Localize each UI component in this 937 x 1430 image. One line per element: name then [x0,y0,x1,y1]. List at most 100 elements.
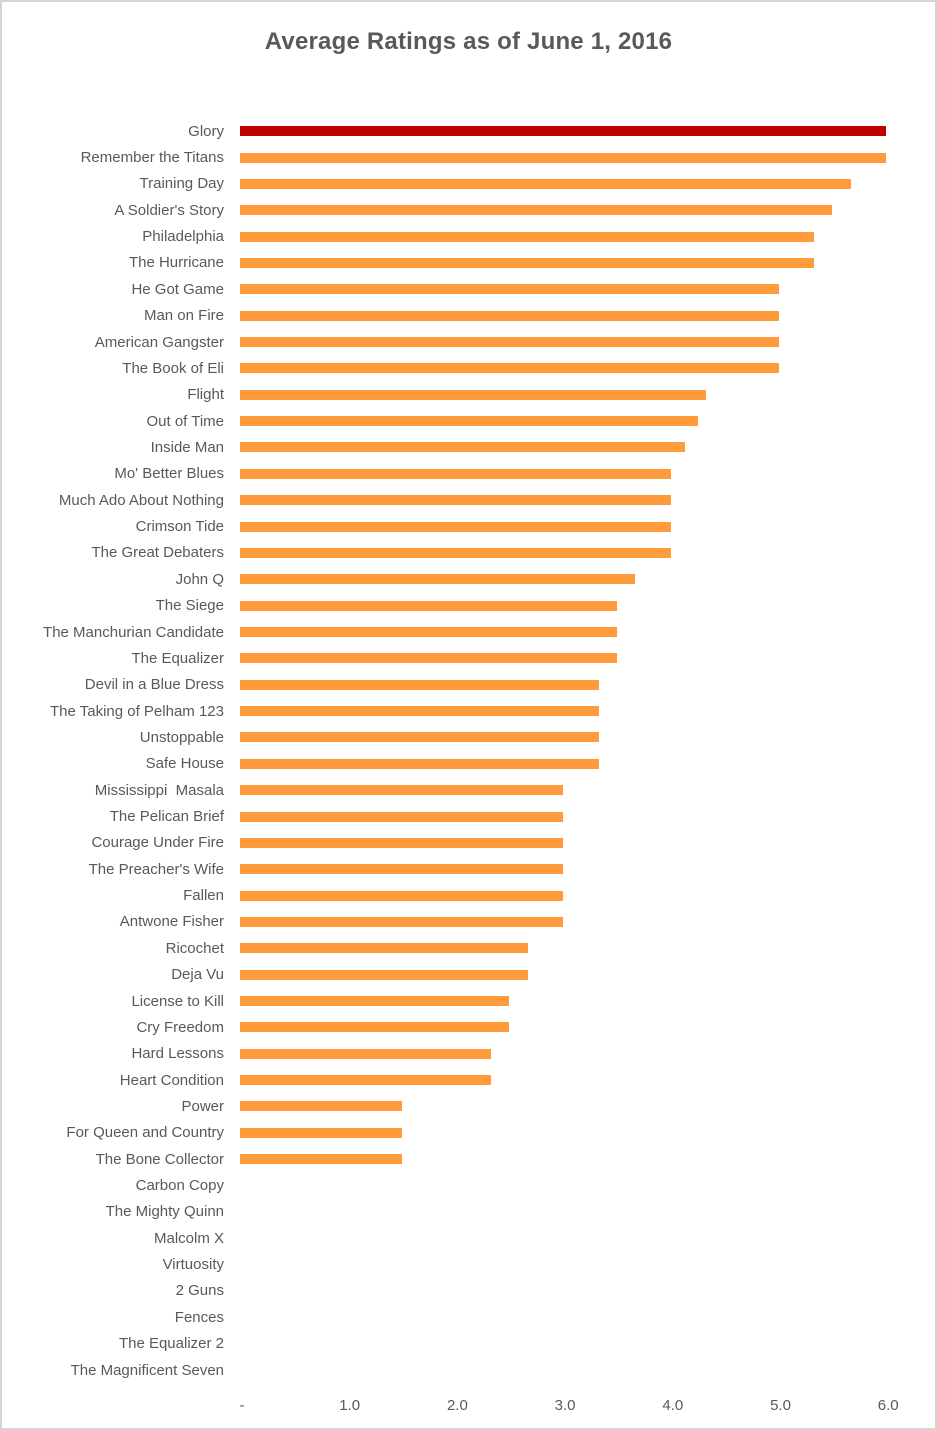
bar [240,785,564,796]
category-label: The Pelican Brief [109,808,224,826]
category-label: 2 Guns [175,1282,224,1300]
category-label: The Equalizer [131,649,224,667]
bar-row: Mississippi Masala [2,777,935,803]
x-tick-label: 3.0 [554,1397,576,1414]
category-label: Much Ado About Nothing [58,491,224,509]
bar [240,837,564,848]
bar [240,178,851,189]
bar [240,1075,491,1086]
bar [240,758,599,769]
category-label: Fences [174,1308,224,1326]
bar-row: The Magnificent Seven [2,1357,935,1383]
bar [240,679,599,690]
category-label: The Great Debaters [91,544,224,562]
bar-row: Cry Freedom [2,1014,935,1040]
bar [240,969,528,980]
bar-row: Fences [2,1304,935,1330]
bar [240,495,671,506]
bar-row: John Q [2,566,935,592]
bar [240,706,599,717]
bar-row: Malcolm X [2,1225,935,1251]
bar-row: Ricochet [2,935,935,961]
bar-row: The Taking of Pelham 123 [2,698,935,724]
bar-row: The Great Debaters [2,540,935,566]
bar-row: The Siege [2,592,935,618]
chart-title: Average Ratings as of June 1, 2016 [264,28,673,55]
category-label: Mo' Better Blues [114,465,224,483]
bar [240,521,671,532]
bar-row: Virtuosity [2,1251,935,1277]
bar [240,890,564,901]
bar-row: License to Kill [2,988,935,1014]
bar-row: American Gangster [2,329,935,355]
bar-row: Much Ado About Nothing [2,487,935,513]
category-label: License to Kill [131,992,224,1010]
bar [240,547,671,558]
category-label: The Bone Collector [95,1150,224,1168]
bar-row: For Queen and Country [2,1120,935,1146]
bar-row: Mo' Better Blues [2,461,935,487]
category-label: The Preacher's Wife [88,860,224,878]
bar [240,732,599,743]
category-label: The Hurricane [128,254,224,272]
category-label: The Manchurian Candidate [43,623,224,641]
bar [240,1127,402,1138]
bar-row: A Soldier's Story [2,197,935,223]
bar [240,389,707,400]
category-label: Glory [188,122,224,140]
highlight-bar [240,126,887,137]
bar-row: The Equalizer 2 [2,1331,935,1357]
category-label: For Queen and Country [66,1124,224,1142]
category-label: The Equalizer 2 [118,1335,224,1353]
category-label: John Q [175,570,224,588]
bar-row: Hard Lessons [2,1041,935,1067]
category-label: A Soldier's Story [114,201,224,219]
bar-row: Man on Fire [2,303,935,329]
category-label: The Book of Eli [122,359,224,377]
bar-row: Flight [2,382,935,408]
category-label: Antwone Fisher [119,913,224,931]
category-label: Safe House [145,755,224,773]
bar-row: Out of Time [2,408,935,434]
bar [240,1101,402,1112]
bar [240,627,617,637]
category-label: American Gangster [94,333,224,351]
category-label: Man on Fire [143,307,224,325]
bar-row: Courage Under Fire [2,830,935,856]
bar [240,416,698,427]
bar-row: Safe House [2,751,935,777]
bar [240,1154,402,1165]
category-label: The Siege [155,597,224,615]
bar-row: Glory [2,118,935,144]
category-label: The Magnificent Seven [70,1361,224,1379]
category-label: Cry Freedom [136,1018,224,1036]
category-label: Deja Vu [171,966,224,984]
bar [240,653,617,664]
bar [240,1022,510,1033]
x-tick-label: - [239,1397,245,1414]
bar-rows: Glory Remember the Titans Training Day A So… [2,118,935,1383]
bar [240,310,779,321]
bar-row: Fallen [2,882,935,908]
bar [240,284,779,295]
category-label: Fallen [183,887,224,905]
bar [240,363,779,374]
category-label: Remember the Titans [80,149,224,167]
bar [240,996,510,1007]
bar-row: Antwone Fisher [2,909,935,935]
bar [240,1048,491,1059]
bar [240,205,833,216]
category-label: Power [181,1097,224,1115]
bar-row: 2 Guns [2,1278,935,1304]
category-label: Crimson Tide [135,518,224,536]
bar [240,574,636,585]
bar-row: The Equalizer [2,645,935,671]
x-tick-label: 4.0 [662,1397,684,1414]
bar [240,442,685,453]
category-label: Mississippi Masala [94,781,224,799]
category-label: He Got Game [131,280,224,298]
category-label: Heart Condition [119,1071,224,1089]
bar [240,811,564,822]
bar-row: Heart Condition [2,1067,935,1093]
